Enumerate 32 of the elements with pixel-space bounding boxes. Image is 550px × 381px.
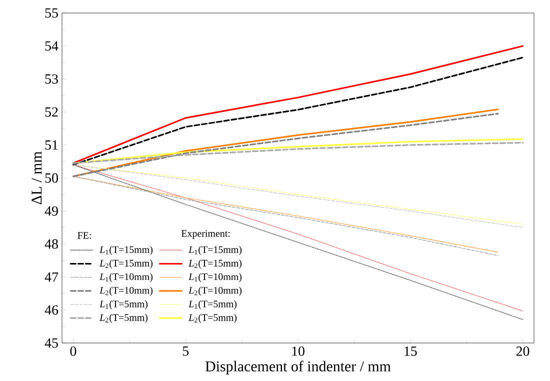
- legend-label: L$_{2}$(T=5mm): [100, 314, 148, 323]
- y-tick-label: 49: [44, 206, 58, 216]
- y-tick-label: 54: [45, 41, 58, 51]
- legend-label: L$_{1}$(T=15mm): [188, 246, 242, 255]
- annotation: Experiment:: [181, 230, 230, 239]
- legend-label: L$_{1}$(T=10mm): [188, 273, 242, 282]
- legend-label: L$_{2}$(T=10mm): [100, 286, 152, 296]
- y-tick-label: 46: [44, 305, 58, 315]
- legend-label: L$_{1}$(T=10mm): [100, 273, 152, 282]
- x-tick-label: 20: [516, 346, 530, 356]
- legend-label: L$_{1}$(T=15mm): [100, 246, 152, 255]
- legend-label: L$_{1}$(T=5mm): [100, 300, 148, 310]
- y-tick-label: 51: [45, 140, 58, 150]
- y-tick-label: 55: [45, 8, 58, 18]
- x-axis-title: Displacement of indenter / mm: [205, 360, 391, 374]
- y-tick-label: 45: [44, 338, 58, 348]
- y-tick-label: 48: [44, 239, 58, 249]
- y-axis-title: ΔL / mm: [32, 151, 42, 204]
- x-tick-label: 10: [292, 346, 304, 356]
- y-tick-label: 47: [44, 272, 58, 282]
- y-tick-label: 50: [45, 173, 58, 183]
- x-tick-label: 15: [404, 346, 417, 356]
- y-tick-label: 52: [45, 107, 58, 117]
- legend-label: L$_{2}$(T=5mm): [188, 314, 237, 323]
- legend-label: L$_{2}$(T=15mm): [188, 260, 242, 269]
- x-tick-label: 5: [182, 346, 189, 356]
- y-tick-label: 53: [45, 74, 58, 84]
- legend-label: L$_{2}$(T=15mm): [100, 260, 152, 269]
- legend-label: L$_{2}$(T=10mm): [188, 286, 242, 296]
- x-tick-label: 0: [70, 346, 76, 356]
- annotation: FE:: [78, 232, 91, 239]
- legend-label: L$_{1}$(T=5mm): [188, 300, 237, 310]
